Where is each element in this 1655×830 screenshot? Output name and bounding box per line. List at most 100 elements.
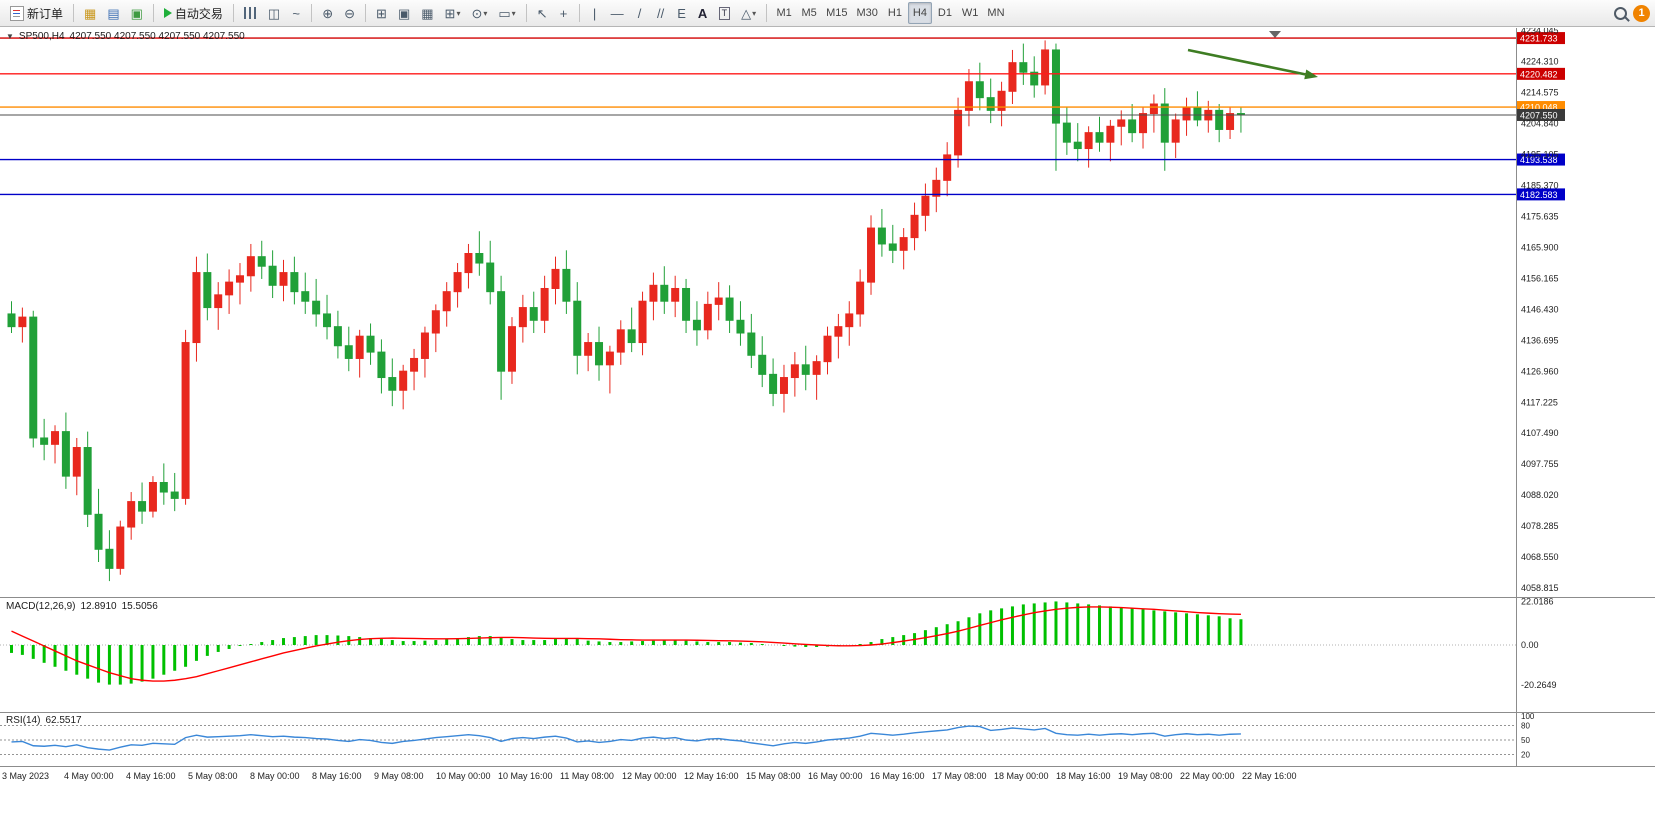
- macd-name: MACD(12,26,9): [6, 601, 76, 612]
- search-icon: [1614, 6, 1627, 20]
- zoom-in-icon: ⊕: [322, 5, 334, 21]
- profiles-button[interactable]: ⊙ ▾: [466, 2, 492, 24]
- channel-tool-button[interactable]: //: [651, 2, 671, 24]
- toolbar-separator: [766, 4, 768, 22]
- candle-body: [1182, 106, 1191, 121]
- zoom-out-icon: ⊖: [344, 5, 356, 21]
- toolbar-separator: [232, 4, 234, 22]
- trend-arrow-head[interactable]: [1304, 69, 1318, 80]
- timeframe-m1[interactable]: M1: [772, 2, 796, 24]
- zoom-out-button[interactable]: ⊖: [339, 2, 360, 24]
- candle-body: [333, 326, 342, 347]
- navigator-button[interactable]: ▤: [102, 2, 124, 24]
- main-toolbar: 新订单 ▦ ▤ ▣ 自动交易 ◫ ~ ⊕ ⊖ ⊞ ▣ ▦ ⊞ ▾ ⊙ ▾ ▭ ▾ ↖ …: [0, 0, 1655, 27]
- candle-body: [986, 97, 995, 111]
- text-tool-button[interactable]: A: [693, 2, 713, 24]
- market-watch-button[interactable]: ▦: [79, 2, 101, 24]
- cursor-tool-button[interactable]: ↖: [532, 2, 553, 24]
- candle-body: [682, 287, 691, 321]
- dropdown-arrow-icon: ▾: [456, 8, 461, 18]
- candle-body: [1128, 119, 1137, 134]
- macd-label: MACD(12,26,9) 12.8910 15.5056: [6, 601, 158, 612]
- candle-body: [7, 313, 16, 328]
- zoom-in-button[interactable]: ⊕: [317, 2, 338, 24]
- candle-body: [420, 332, 429, 359]
- timeframe-h4[interactable]: H4: [907, 2, 932, 24]
- autotrading-button[interactable]: 自动交易: [159, 2, 228, 24]
- search-button[interactable]: [1609, 2, 1632, 24]
- timeframe-h1[interactable]: H1: [883, 2, 907, 24]
- new-order-button[interactable]: 新订单: [5, 2, 68, 24]
- trend-arrow[interactable]: [1187, 48, 1306, 76]
- tile-windows-button[interactable]: ⊞: [371, 2, 392, 24]
- candle-body: [769, 373, 778, 394]
- candle-body: [83, 447, 92, 515]
- candlestick-icon: ◫: [267, 5, 281, 21]
- crosshair-tool-button[interactable]: +: [554, 2, 574, 24]
- bar-chart-icon: [243, 7, 257, 19]
- timeframe-d1[interactable]: D1: [933, 2, 957, 24]
- candle-body: [529, 307, 538, 321]
- timeframe-m15[interactable]: M15: [822, 2, 851, 24]
- timeframe-m5[interactable]: M5: [797, 2, 821, 24]
- text-label-tool-button[interactable]: T: [714, 2, 736, 24]
- timeframe-m30[interactable]: M30: [853, 2, 882, 24]
- candle-body: [975, 81, 984, 99]
- navigator-icon: ▤: [107, 5, 120, 21]
- candle-body: [268, 265, 277, 286]
- candlestick-mode-button[interactable]: ◫: [263, 2, 285, 24]
- candle-body: [1030, 71, 1039, 86]
- candle-body: [51, 431, 60, 445]
- candle-body: [431, 310, 440, 334]
- notification-badge[interactable]: 1: [1633, 4, 1650, 22]
- candle-body: [954, 109, 963, 156]
- candle-body: [551, 268, 560, 289]
- bar-chart-mode-button[interactable]: [239, 2, 262, 24]
- time-axis[interactable]: 3 May 2023 4 May 00:00 4 May 16:00 5 May 08…: [2, 771, 1297, 781]
- candle-body: [997, 90, 1006, 111]
- cascade-windows-button[interactable]: ▣: [393, 2, 415, 24]
- svg-text:4117.225: 4117.225: [1521, 397, 1558, 407]
- candle-body: [355, 335, 364, 359]
- candle-body: [246, 256, 255, 277]
- candle-body: [475, 253, 484, 264]
- time-axis-label: 12 May 16:00: [684, 771, 739, 781]
- candle-body: [845, 313, 854, 328]
- price-tag-label: 4193.538: [1520, 155, 1558, 165]
- shapes-tool-button[interactable]: △ ▾: [736, 2, 761, 24]
- timeframe-w1[interactable]: W1: [958, 2, 983, 24]
- svg-text:4088.020: 4088.020: [1521, 490, 1559, 500]
- rsi-line: [11, 725, 1241, 751]
- market-watch-icon: ▦: [84, 5, 97, 21]
- vertical-line-tool-button[interactable]: |: [585, 2, 605, 24]
- time-axis-label: 16 May 16:00: [870, 771, 925, 781]
- chart-shift-marker-icon[interactable]: [1269, 31, 1281, 38]
- symbol-dropdown-icon[interactable]: ▼: [6, 32, 14, 41]
- time-axis-label: 10 May 00:00: [436, 771, 491, 781]
- new-chart-button[interactable]: ⊞ ▾: [440, 2, 466, 24]
- candle-body: [1215, 109, 1224, 130]
- time-axis-label: 16 May 00:00: [808, 771, 863, 781]
- candle-body: [779, 377, 788, 394]
- terminal-button[interactable]: ▣: [126, 2, 148, 24]
- trendline-tool-button[interactable]: /: [630, 2, 650, 24]
- time-axis-label: 5 May 08:00: [188, 771, 238, 781]
- horizontal-line-tool-button[interactable]: —: [606, 2, 629, 24]
- macd-signal-line: [11, 606, 1241, 682]
- line-chart-mode-button[interactable]: ~: [286, 2, 306, 24]
- new-chart-icon: ⊞: [444, 5, 456, 21]
- arrange-windows-button[interactable]: ▦: [416, 2, 438, 24]
- candle-body: [562, 268, 571, 302]
- fibonacci-tool-button[interactable]: E: [672, 2, 692, 24]
- templates-button[interactable]: ▭ ▾: [493, 2, 520, 24]
- svg-text:4156.165: 4156.165: [1521, 273, 1559, 283]
- price-tag-box: [1517, 153, 1565, 166]
- candle-body: [410, 357, 419, 372]
- toolbar-separator: [311, 4, 313, 22]
- candle-body: [1084, 132, 1093, 150]
- templates-icon: ▭: [498, 5, 511, 21]
- timeframe-mn[interactable]: MN: [983, 2, 1008, 24]
- time-axis-label: 4 May 16:00: [126, 771, 176, 781]
